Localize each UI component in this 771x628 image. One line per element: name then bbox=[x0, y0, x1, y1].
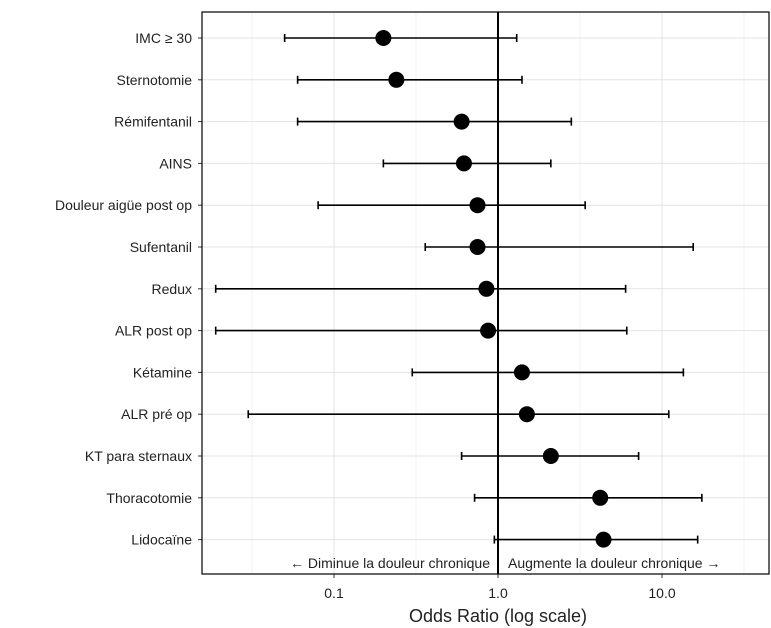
odds-ratio-point-9 bbox=[518, 406, 535, 423]
odds-ratio-point-12 bbox=[595, 531, 612, 548]
confidence-intervals bbox=[214, 34, 703, 544]
category-label-6: Redux bbox=[152, 281, 192, 297]
category-label-7: ALR post op bbox=[115, 323, 192, 339]
odds-ratio-point-6 bbox=[478, 280, 495, 297]
odds-ratio-point-10 bbox=[542, 448, 559, 464]
odds-ratio-point-2 bbox=[453, 113, 470, 130]
category-label-11: Thoracotomie bbox=[106, 490, 192, 506]
category-labels: IMC ≥ 30 Sternotomie Rémifentanil AINS Doule… bbox=[55, 30, 202, 548]
category-label-8: Kétamine bbox=[133, 364, 192, 380]
x-tick-label-1: 1.0 bbox=[488, 585, 508, 601]
odds-ratio-points bbox=[375, 30, 612, 548]
odds-ratio-point-1 bbox=[388, 71, 405, 88]
odds-ratio-point-3 bbox=[455, 155, 472, 172]
category-label-0: IMC ≥ 30 bbox=[135, 30, 192, 46]
category-label-9: ALR pré op bbox=[121, 406, 192, 422]
annotation-left: ← Diminue la douleur chronique bbox=[290, 555, 490, 571]
annotation-right: Augmente la douleur chronique → bbox=[508, 555, 720, 571]
category-label-12: Lidocaïne bbox=[131, 532, 192, 548]
odds-ratio-point-11 bbox=[592, 489, 609, 506]
category-label-5: Sufentanil bbox=[130, 239, 192, 255]
odds-ratio-point-4 bbox=[469, 197, 486, 214]
category-label-3: AINS bbox=[159, 155, 192, 171]
odds-ratio-point-5 bbox=[469, 239, 486, 255]
category-label-10: KT para sternaux bbox=[85, 448, 192, 464]
odds-ratio-point-8 bbox=[513, 364, 530, 381]
x-axis-ticks: 0.1 1.0 10.0 bbox=[324, 574, 676, 601]
x-axis-title: Odds Ratio (log scale) bbox=[409, 606, 587, 626]
odds-ratio-point-0 bbox=[375, 30, 392, 46]
plot-border bbox=[201, 11, 770, 575]
odds-ratio-point-7 bbox=[480, 322, 497, 339]
x-tick-label-2: 10.0 bbox=[648, 585, 675, 601]
category-label-4: Douleur aigüe post op bbox=[55, 197, 192, 213]
x-tick-label-0: 0.1 bbox=[324, 585, 344, 601]
category-label-2: Rémifentanil bbox=[114, 114, 192, 130]
category-label-1: Sternotomie bbox=[117, 72, 193, 88]
